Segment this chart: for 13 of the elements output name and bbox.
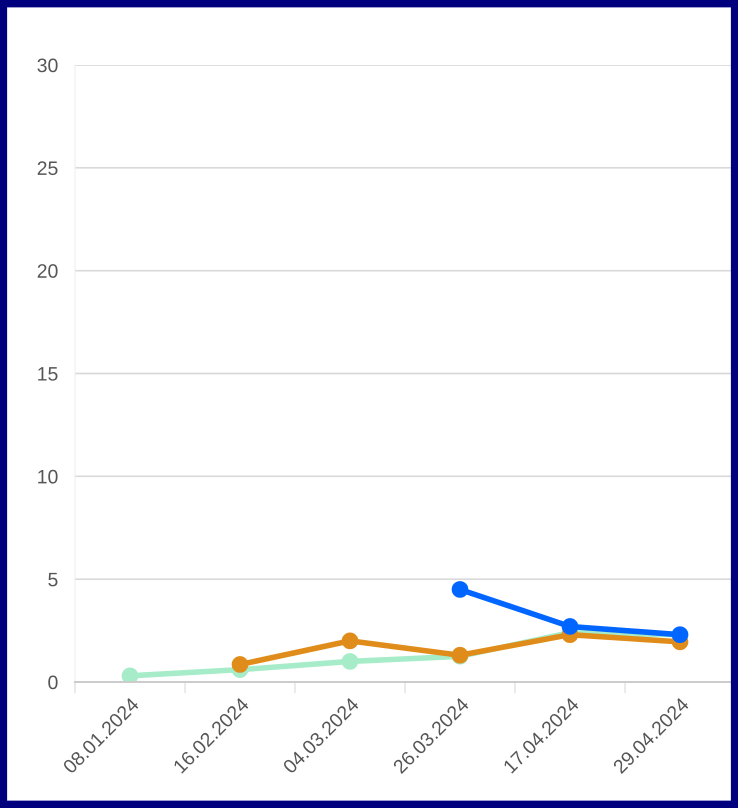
point <box>232 656 248 673</box>
y-tick-label: 0 <box>48 675 58 690</box>
y-tick-label: 25 <box>38 161 58 176</box>
y-tick-label: 20 <box>38 264 58 278</box>
y-tick-label: 30 <box>37 58 58 72</box>
point <box>452 581 468 598</box>
point <box>122 667 138 682</box>
point <box>562 618 578 635</box>
y-tick-label: 5 <box>48 572 58 586</box>
y-tick-label: 10 <box>38 470 58 484</box>
point <box>342 632 358 650</box>
y-tick-label: 15 <box>38 367 58 381</box>
point <box>342 653 358 670</box>
